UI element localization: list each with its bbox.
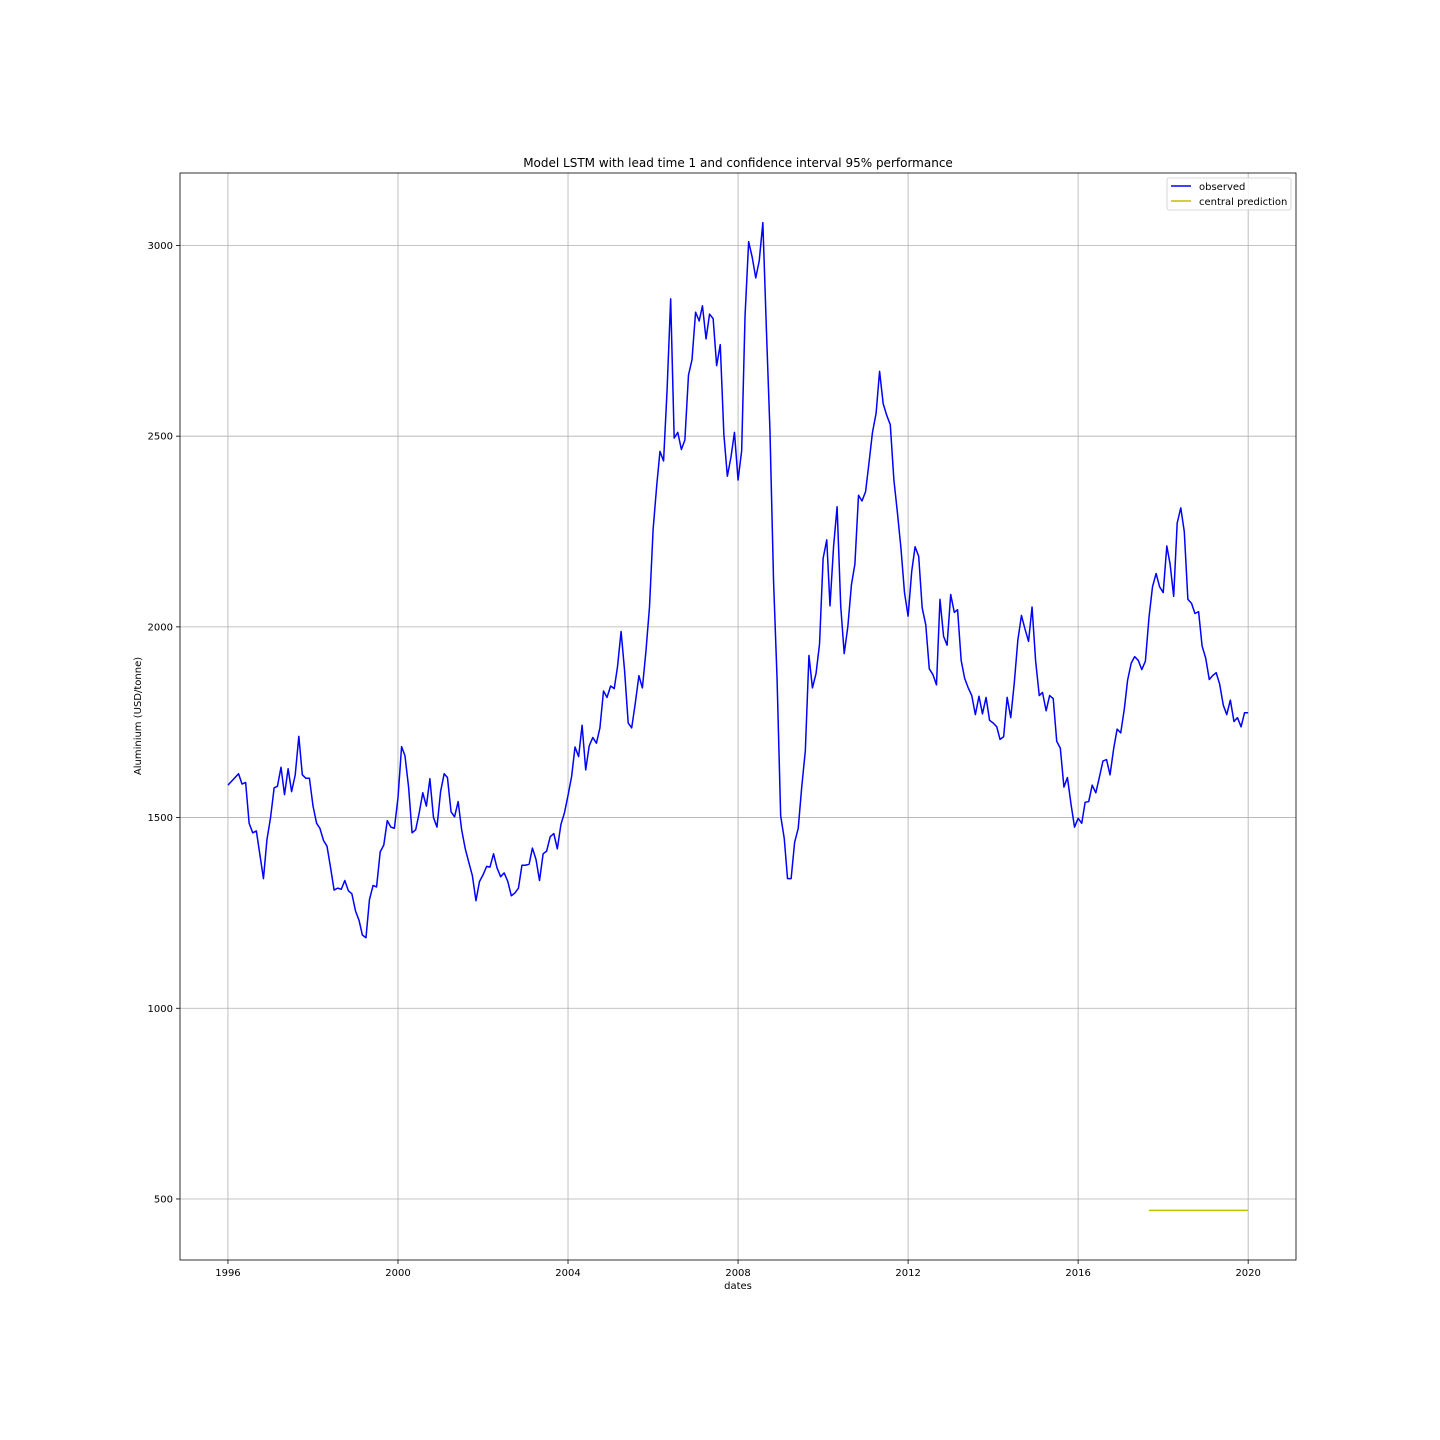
- x-tick-label: 2008: [725, 1268, 750, 1279]
- y-tick-label: 2500: [148, 432, 173, 443]
- series-layer: [227, 221, 1249, 1212]
- x-axis: 1996 2000 2004 2008 2012 2016 2020: [215, 1260, 1261, 1279]
- x-tick-label: 1996: [215, 1268, 240, 1279]
- x-tick-label: 2000: [385, 1268, 410, 1279]
- legend-label-central-prediction: central prediction: [1199, 197, 1287, 208]
- y-tick-label: 2000: [148, 622, 173, 633]
- legend-label-observed: observed: [1199, 182, 1245, 193]
- x-tick-label: 2012: [895, 1268, 920, 1279]
- y-tick-label: 1500: [148, 813, 173, 824]
- grid: [180, 173, 1296, 1260]
- x-tick-label: 2016: [1065, 1268, 1090, 1279]
- x-axis-label: dates: [724, 1281, 752, 1292]
- y-tick-label: 1000: [148, 1004, 173, 1015]
- x-tick-label: 2020: [1235, 1268, 1260, 1279]
- x-tick-label: 2004: [555, 1268, 580, 1279]
- series-line-observed: [227, 221, 1249, 939]
- y-axis: 500 1000 1500 2000 2500 3000: [148, 241, 180, 1205]
- y-axis-label: Aluminium (USD/tonne): [133, 657, 144, 775]
- y-tick-label: 3000: [148, 241, 173, 252]
- legend-box: [1166, 177, 1292, 211]
- y-tick-label: 500: [154, 1194, 173, 1205]
- chart-title: Model LSTM with lead time 1 and confiden…: [523, 156, 953, 170]
- legend: observed central prediction: [1166, 177, 1292, 211]
